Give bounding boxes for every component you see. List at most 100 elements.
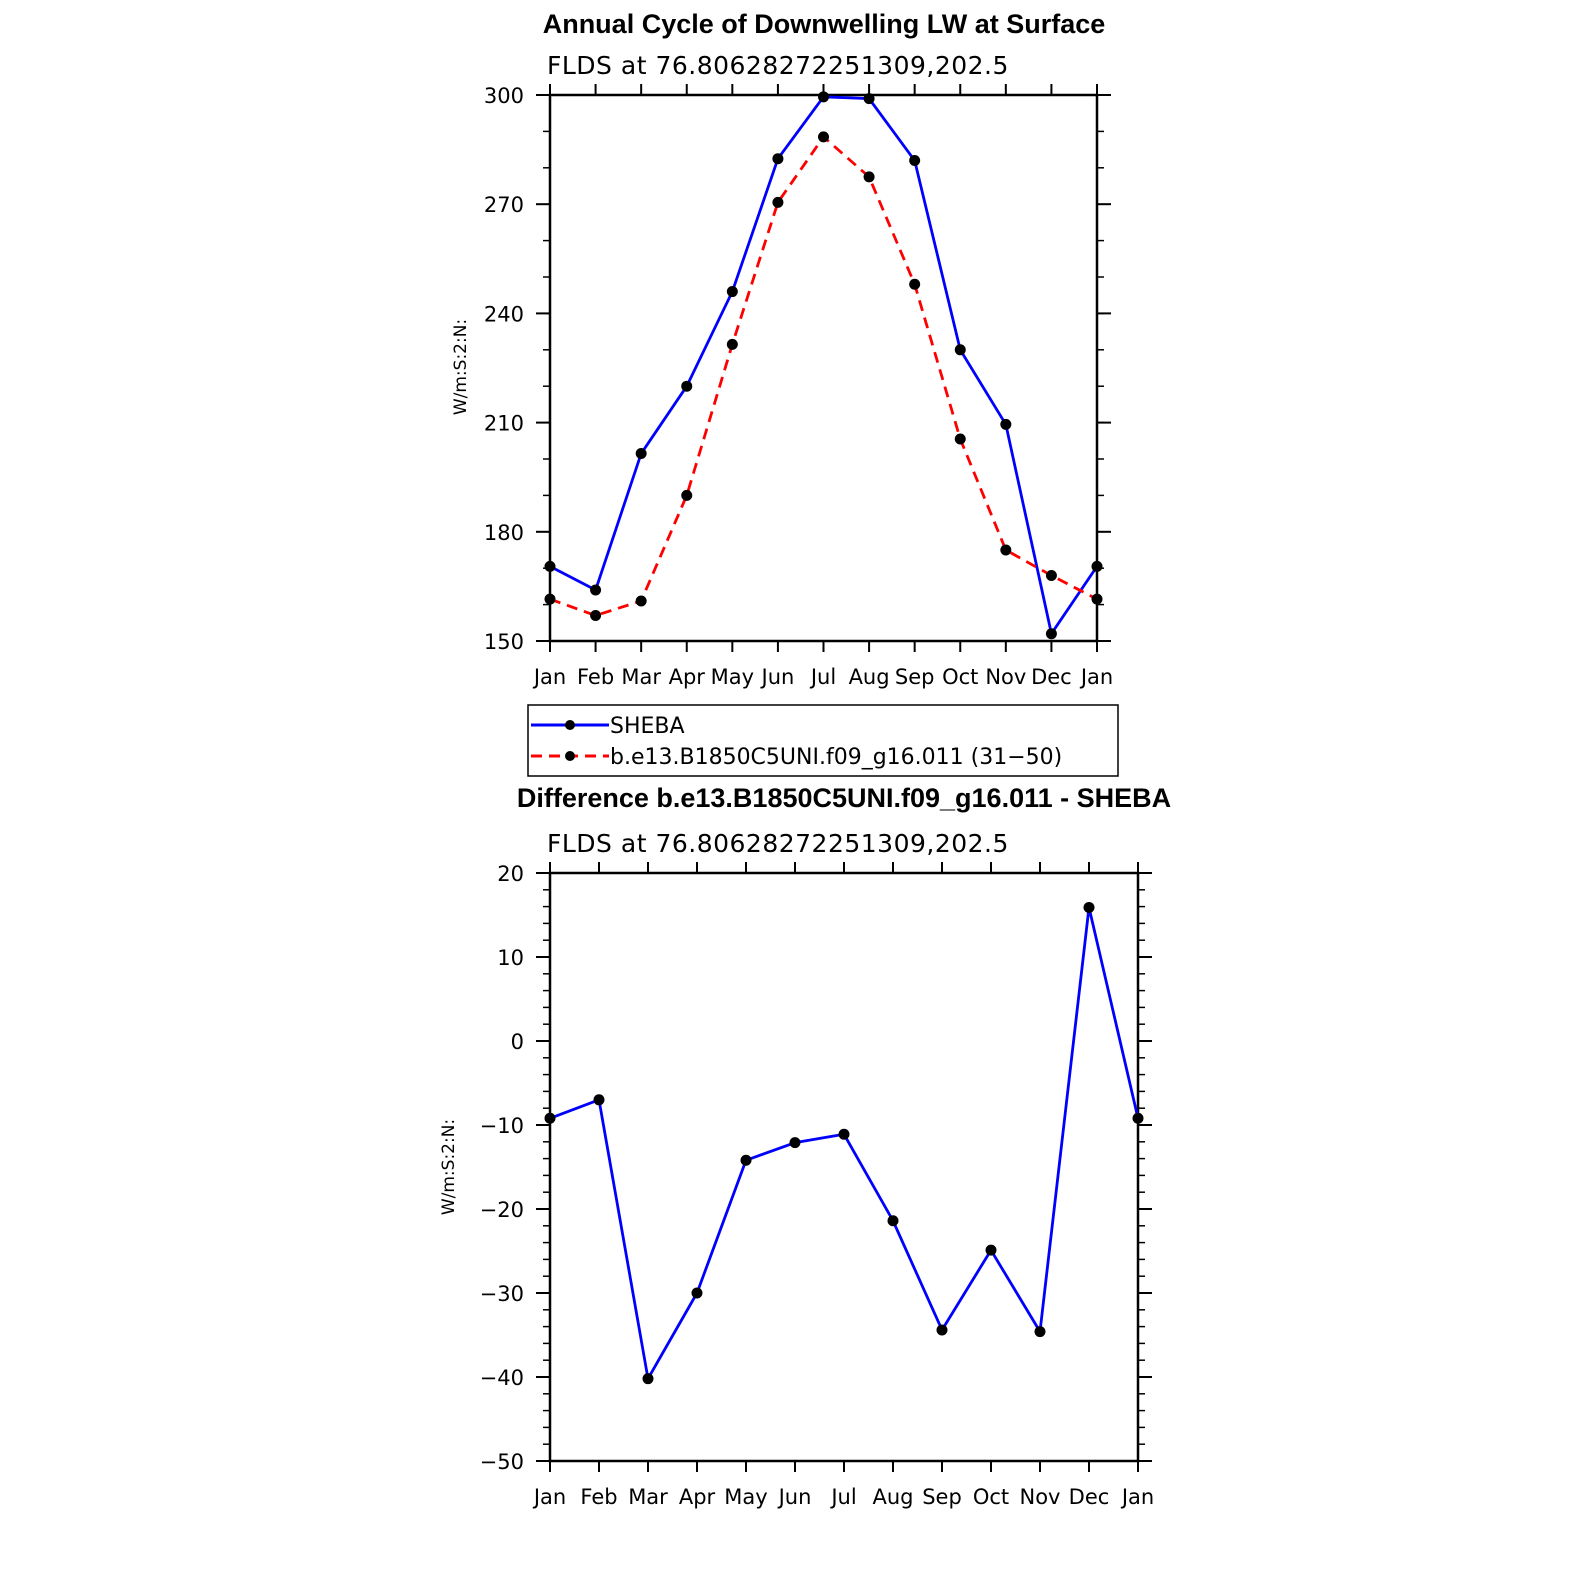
top-x-tick-label: Sep — [895, 665, 935, 689]
legend-label-sheba: SHEBA — [610, 714, 685, 739]
legend: SHEBA b.e13.B1850C5UNI.f09_g16.011 (31−5… — [527, 704, 1119, 777]
bottom-y-tick-label: −20 — [480, 1198, 524, 1222]
top-series-0-point — [726, 286, 738, 298]
bottom-series-0-point — [985, 1244, 997, 1256]
top-series-0-point — [1091, 560, 1103, 572]
top-series-1-line — [549, 135, 1098, 617]
legend-box — [527, 704, 1119, 777]
top-x-tick-label: Jan — [1079, 665, 1113, 689]
top-chart-subtitle: FLDS at 76.80628272251309,202.5 — [547, 51, 1009, 80]
legend-item-model: b.e13.B1850C5UNI.f09_g16.011 (31−50) — [531, 745, 1062, 770]
top-x-tick-label: Oct — [942, 665, 978, 689]
bottom-x-tick-label: Feb — [580, 1485, 617, 1509]
top-series-0-point — [772, 153, 784, 165]
top-series-0-point — [635, 448, 647, 460]
top-series-0-line — [549, 95, 1099, 636]
top-y-axis-label: W/m:S:2:N: — [451, 319, 471, 415]
top-series-0-point — [590, 584, 602, 596]
top-chart-plot: Jan Feb Mar Apr May Jun Jul Aug Sep Oct Nov Dec Jan 1… — [484, 84, 1113, 689]
top-x-tick-label: Nov — [985, 665, 1026, 689]
top-series-1-point — [681, 489, 693, 501]
bottom-series-0-line — [549, 906, 1140, 1381]
bottom-plot-frame — [548, 871, 1140, 1463]
bottom-x-tick-label: Sep — [922, 1485, 962, 1509]
bottom-y-axis-label: W/m:S:2:N: — [439, 1119, 459, 1215]
top-series-0-point — [681, 380, 693, 392]
bottom-chart-plot: Jan Feb Mar Apr May Jun Jul Aug Sep Oct Nov Dec Jan−… — [480, 862, 1154, 1509]
bottom-series-0-point — [544, 1112, 556, 1124]
top-series-0-point — [544, 560, 556, 572]
top-series-1-point — [909, 278, 921, 290]
top-series-0-point — [863, 93, 875, 105]
top-series-0-point — [1045, 628, 1057, 640]
bottom-x-tick-label: Jan — [1120, 1485, 1154, 1509]
bottom-x-tick-label: Nov — [1020, 1485, 1061, 1509]
top-series-1-point — [726, 338, 738, 350]
top-x-tick-label: Aug — [849, 665, 890, 689]
top-series-1-point — [590, 610, 602, 622]
bottom-y-tick-label: 10 — [497, 946, 524, 970]
top-x-tick-label: Jul — [809, 665, 836, 689]
top-series-1-point — [1091, 593, 1103, 605]
legend-marker-model — [565, 751, 575, 761]
bottom-series-0-point — [1083, 901, 1095, 913]
bottom-series-0-point — [936, 1324, 948, 1336]
top-series-1-point — [772, 196, 784, 208]
bottom-x-tick-label: Aug — [872, 1485, 913, 1509]
top-series-0-point — [909, 155, 921, 167]
top-series-0-point — [1000, 418, 1012, 430]
top-series-1-point — [1000, 544, 1012, 556]
top-series-1-point — [818, 131, 829, 143]
bottom-x-tick-label: Apr — [679, 1485, 716, 1509]
top-y-tick-label: 240 — [484, 302, 524, 326]
top-plot-frame — [548, 93, 1099, 643]
top-x-tick-label: Apr — [669, 665, 706, 689]
bottom-series-0-point — [1132, 1112, 1144, 1124]
bottom-x-tick-label: Oct — [973, 1485, 1009, 1509]
bottom-y-tick-label: −30 — [480, 1282, 524, 1306]
top-chart-title: Annual Cycle of Downwelling LW at Surfac… — [543, 9, 1106, 39]
top-series-1-point — [1045, 569, 1057, 581]
bottom-y-tick-label: 20 — [497, 862, 524, 886]
top-y-tick-label: 270 — [484, 193, 524, 217]
top-x-tick-label: May — [711, 665, 754, 689]
top-x-tick-label: Mar — [621, 665, 661, 689]
top-y-tick-label: 150 — [484, 630, 524, 654]
bottom-x-tick-label: May — [724, 1485, 767, 1509]
bottom-series-0-point — [789, 1137, 801, 1149]
legend-marker-sheba — [565, 720, 575, 730]
top-y-tick-label: 300 — [484, 84, 524, 108]
bottom-x-tick-label: Dec — [1069, 1485, 1110, 1509]
top-x-tick-label: Dec — [1031, 665, 1072, 689]
bottom-chart-title: Difference b.e13.B1850C5UNI.f09_g16.011 … — [517, 783, 1171, 813]
bottom-series-0-point — [691, 1287, 703, 1299]
bottom-chart-subtitle: FLDS at 76.80628272251309,202.5 — [547, 829, 1009, 858]
bottom-x-tick-label: Jun — [777, 1485, 812, 1509]
top-x-tick-label: Jun — [760, 665, 795, 689]
top-series-0-point — [954, 344, 966, 356]
bottom-x-tick-label: Mar — [628, 1485, 668, 1509]
bottom-y-tick-label: 0 — [511, 1030, 524, 1054]
bottom-series-0-point — [1034, 1326, 1046, 1338]
legend-label-model: b.e13.B1850C5UNI.f09_g16.011 (31−50) — [610, 745, 1062, 770]
top-series-1-point — [544, 593, 556, 605]
top-x-tick-label: Feb — [577, 665, 614, 689]
bottom-series-0-point — [838, 1128, 850, 1140]
bottom-series-0-point — [887, 1215, 899, 1227]
top-y-tick-label: 210 — [484, 412, 524, 436]
top-x-tick-label: Jan — [532, 665, 566, 689]
legend-item-sheba: SHEBA — [531, 714, 685, 739]
bottom-y-tick-label: −50 — [480, 1450, 524, 1474]
top-series-1-point — [954, 433, 966, 445]
top-series-0-point — [818, 91, 829, 103]
bottom-y-tick-label: −10 — [480, 1114, 524, 1138]
bottom-x-tick-label: Jan — [532, 1485, 566, 1509]
top-y-tick-label: 180 — [484, 521, 524, 545]
bottom-series-0-point — [740, 1154, 752, 1166]
bottom-series-0-point — [593, 1094, 605, 1106]
bottom-y-tick-label: −40 — [480, 1366, 524, 1390]
bottom-series-0-point — [642, 1373, 654, 1385]
bottom-x-tick-label: Jul — [829, 1485, 856, 1509]
top-series-1-point — [863, 171, 875, 183]
